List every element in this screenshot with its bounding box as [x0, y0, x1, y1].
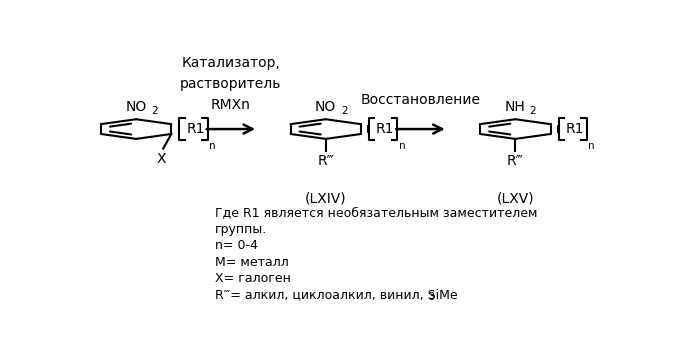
- Text: (LXIV): (LXIV): [305, 191, 347, 205]
- Text: 2: 2: [529, 106, 536, 116]
- Text: 2: 2: [151, 106, 158, 116]
- Text: растворитель: растворитель: [180, 77, 282, 91]
- Text: R‴: R‴: [317, 154, 334, 168]
- Text: n: n: [589, 141, 595, 151]
- Text: n= 0-4: n= 0-4: [215, 239, 257, 252]
- Text: Восстановление: Восстановление: [361, 93, 480, 107]
- Text: 2: 2: [341, 106, 347, 116]
- Text: n: n: [399, 141, 405, 151]
- Text: n: n: [209, 141, 216, 151]
- Text: NH: NH: [505, 100, 526, 114]
- Text: Катализатор,: Катализатор,: [182, 56, 280, 70]
- Text: 3: 3: [428, 293, 435, 303]
- Text: NO: NO: [315, 100, 336, 114]
- Text: X: X: [157, 152, 166, 166]
- Text: RMXn: RMXn: [211, 98, 251, 112]
- Text: R1: R1: [187, 122, 205, 136]
- Text: R‴: R‴: [507, 154, 524, 168]
- Text: группы.: группы.: [215, 223, 267, 236]
- Text: NO: NO: [126, 100, 147, 114]
- Text: M= металл: M= металл: [215, 256, 289, 269]
- Text: R1: R1: [376, 122, 395, 136]
- Text: R‴= алкил, циклоалкил, винил, SiMe: R‴= алкил, циклоалкил, винил, SiMe: [215, 289, 457, 302]
- Text: X= галоген: X= галоген: [215, 272, 291, 285]
- Text: Где R1 является необязательным заместителем: Где R1 является необязательным заместите…: [215, 206, 537, 219]
- Text: (LXV): (LXV): [496, 191, 534, 205]
- Text: R1: R1: [565, 122, 584, 136]
